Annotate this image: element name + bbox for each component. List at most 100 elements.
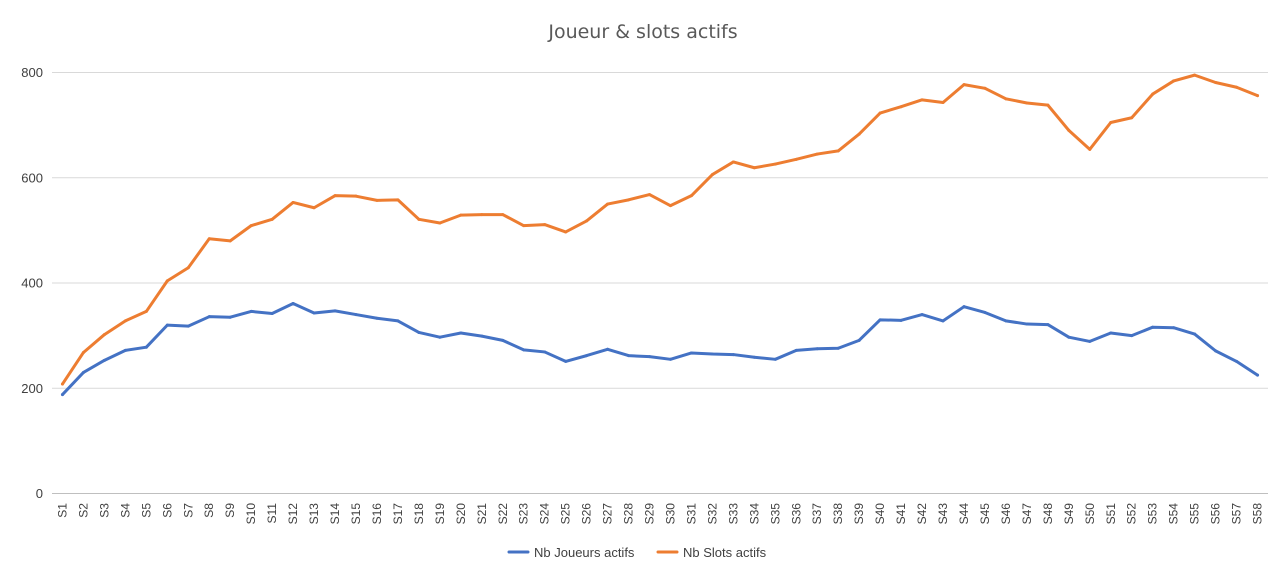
legend-label: Nb Joueurs actifs	[534, 545, 635, 560]
x-tick-label: S40	[873, 503, 887, 525]
x-tick-label: S52	[1125, 503, 1139, 525]
x-tick-label: S56	[1209, 503, 1223, 525]
data-point	[878, 318, 882, 322]
data-point	[1235, 85, 1239, 89]
data-point	[585, 354, 589, 358]
x-tick-label: S53	[1146, 503, 1160, 525]
data-point	[396, 198, 400, 202]
x-tick-label: S27	[601, 503, 615, 525]
x-tick-label: S23	[517, 503, 531, 525]
data-point	[731, 160, 735, 164]
data-point	[941, 100, 945, 104]
data-point	[668, 204, 672, 208]
data-point	[836, 346, 840, 350]
data-point	[1109, 120, 1113, 124]
data-point	[501, 213, 505, 217]
data-point	[1088, 339, 1092, 343]
x-tick-label: S39	[852, 503, 866, 525]
x-tick-label: S11	[265, 503, 279, 524]
data-point	[1214, 349, 1218, 353]
x-tick-label: S17	[391, 503, 405, 525]
data-point	[564, 359, 568, 363]
x-tick-label: S22	[496, 503, 510, 525]
x-tick-label: S26	[580, 503, 594, 525]
data-point	[1025, 101, 1029, 105]
x-tick-label: S44	[957, 503, 971, 525]
data-point	[794, 157, 798, 161]
x-tick-label: S30	[663, 503, 677, 525]
x-tick-label: S3	[97, 503, 111, 518]
data-point	[144, 309, 148, 313]
data-point	[648, 355, 652, 359]
x-tick-label: S12	[286, 503, 300, 525]
data-point	[312, 311, 316, 315]
data-point	[123, 319, 127, 323]
data-point	[773, 162, 777, 166]
data-point	[438, 335, 442, 339]
data-point	[648, 193, 652, 197]
data-point	[627, 354, 631, 358]
x-tick-label: S38	[831, 503, 845, 525]
data-point	[333, 309, 337, 313]
x-tick-label: S28	[622, 503, 636, 525]
data-point	[920, 98, 924, 102]
data-point	[983, 310, 987, 314]
data-point	[375, 198, 379, 202]
x-tick-label: S15	[349, 503, 363, 525]
data-point	[543, 223, 547, 227]
data-point	[480, 213, 484, 217]
data-point	[752, 166, 756, 170]
data-point	[941, 319, 945, 323]
data-point	[102, 333, 106, 337]
data-point	[1109, 331, 1113, 335]
data-point	[794, 348, 798, 352]
data-point	[270, 312, 274, 316]
data-point	[1172, 326, 1176, 330]
data-point	[710, 352, 714, 356]
x-tick-label: S33	[726, 503, 740, 525]
x-tick-label: S19	[433, 503, 447, 525]
legend-label: Nb Slots actifs	[683, 545, 767, 560]
x-tick-label: S41	[894, 503, 908, 525]
data-point	[543, 350, 547, 354]
x-tick-label: S18	[412, 503, 426, 525]
data-point	[689, 351, 693, 355]
x-tick-label: S16	[370, 503, 384, 525]
data-point	[564, 230, 568, 234]
data-point	[144, 345, 148, 349]
data-point	[354, 313, 358, 317]
y-tick-label: 800	[21, 65, 43, 80]
data-point	[354, 194, 358, 198]
data-point	[1004, 319, 1008, 323]
data-point	[60, 382, 64, 386]
x-tick-label: S46	[999, 503, 1013, 525]
x-tick-label: S10	[244, 503, 258, 525]
x-tick-label: S4	[118, 503, 132, 518]
data-point	[81, 350, 85, 354]
data-point	[249, 224, 253, 228]
legend: Nb Joueurs actifs Nb Slots actifs	[507, 545, 767, 560]
data-point	[60, 393, 64, 397]
data-point	[857, 132, 861, 136]
data-point	[920, 313, 924, 317]
gridlines	[52, 72, 1268, 494]
x-tick-label: S20	[454, 503, 468, 525]
data-point	[270, 217, 274, 221]
x-tick-label: S29	[643, 503, 657, 525]
data-point	[1004, 97, 1008, 101]
data-point	[606, 202, 610, 206]
y-tick-label: 0	[36, 486, 43, 501]
data-point	[312, 206, 316, 210]
y-tick-label: 200	[21, 381, 43, 396]
data-point	[1235, 359, 1239, 363]
x-tick-label: S36	[789, 503, 803, 525]
x-tick-label: S50	[1083, 503, 1097, 525]
data-point	[627, 198, 631, 202]
data-point	[899, 318, 903, 322]
x-tick-label: S43	[936, 503, 950, 525]
data-point	[899, 105, 903, 109]
x-tick-label: S32	[705, 503, 719, 525]
data-point	[1067, 335, 1071, 339]
data-point	[291, 200, 295, 204]
y-axis-ticks: 0 200 400 600 800	[21, 65, 43, 501]
